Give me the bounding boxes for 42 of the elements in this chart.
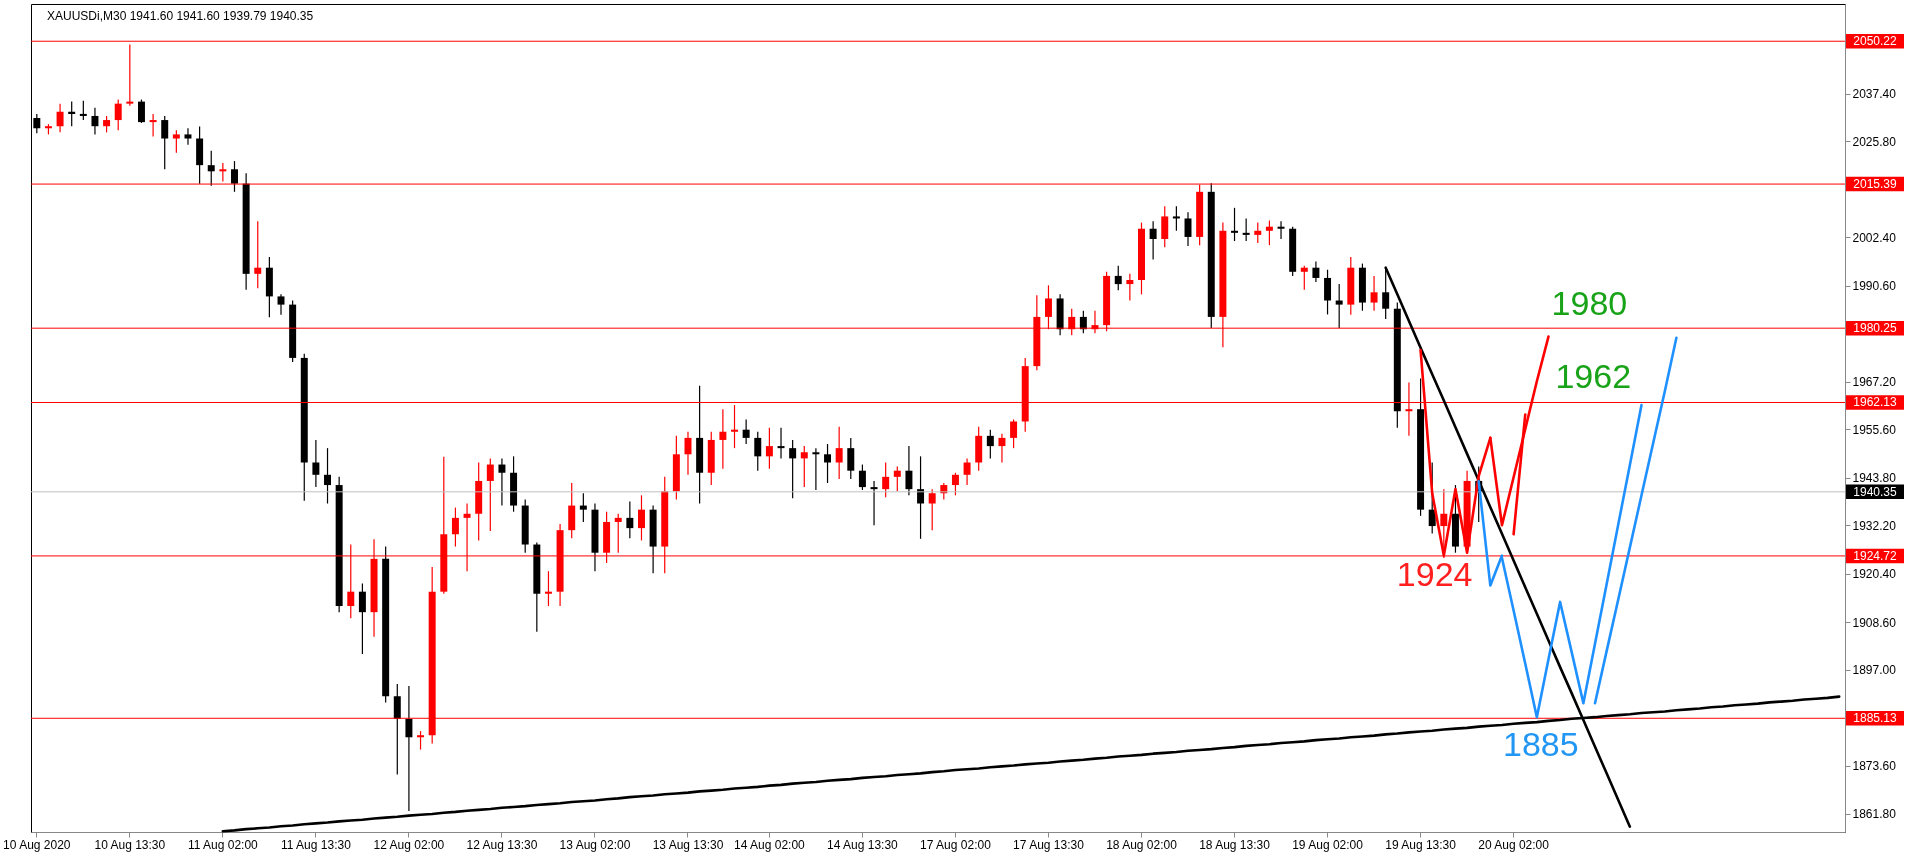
ref-line-label: 1940.35 (1853, 484, 1898, 499)
y-tick-label: 1873.60 (1852, 759, 1897, 774)
y-tick-label: 2025.80 (1852, 134, 1897, 149)
y-tick-label: 1861.80 (1852, 807, 1897, 822)
x-tick-label: 12 Aug 13:30 (466, 837, 538, 852)
x-tick-label: 20 Aug 02:00 (1478, 837, 1550, 852)
x-tick-label: 13 Aug 13:30 (652, 837, 724, 852)
x-tick-label: 11 Aug 02:00 (187, 837, 259, 852)
y-tick-label: 1955.60 (1852, 422, 1897, 437)
x-tick-label: 18 Aug 02:00 (1106, 837, 1178, 852)
y-tick-label: 2037.40 (1852, 87, 1897, 102)
y-tick-label: 1932.20 (1852, 518, 1897, 533)
y-tick-label: 1943.80 (1852, 471, 1897, 486)
y-tick-label: 1908.60 (1852, 615, 1897, 630)
annotation: 1962 (1555, 357, 1632, 396)
x-tick-label: 17 Aug 02:00 (920, 837, 992, 852)
ref-line-label: 1885.13 (1853, 711, 1898, 726)
x-tick-label: 12 Aug 02:00 (373, 837, 445, 852)
y-tick-label: 1967.20 (1852, 375, 1897, 390)
x-tick-label: 18 Aug 13:30 (1199, 837, 1271, 852)
annotation: 1980 (1551, 283, 1628, 322)
y-tick-label: 2002.40 (1852, 230, 1897, 245)
x-tick-label: 10 Aug 13:30 (94, 837, 166, 852)
y-tick-label: 1920.40 (1852, 567, 1897, 582)
ref-line-label: 2050.22 (1853, 34, 1898, 49)
y-tick-label: 1897.00 (1852, 663, 1897, 678)
ref-line-label: 1980.25 (1853, 321, 1898, 336)
annotation: 1885 (1502, 724, 1579, 763)
x-tick-label: 19 Aug 02:00 (1292, 837, 1364, 852)
chart-title: XAUUSDi,M30 1941.60 1941.60 1939.79 1940.35 (47, 9, 314, 23)
x-tick-label: 17 Aug 13:30 (1013, 837, 1085, 852)
ref-line-label: 1924.72 (1853, 548, 1898, 563)
x-tick-label: 19 Aug 13:30 (1385, 837, 1457, 852)
y-tick-label: 1990.60 (1852, 279, 1897, 294)
annotation: 1924 (1396, 554, 1473, 593)
x-tick-label: 14 Aug 13:30 (827, 837, 899, 852)
x-tick-label: 13 Aug 02:00 (559, 837, 631, 852)
x-tick-label: 10 Aug 2020 (3, 837, 71, 852)
x-tick-label: 11 Aug 13:30 (280, 837, 352, 852)
ref-line-label: 1962.13 (1853, 395, 1898, 410)
ref-line-label: 2015.39 (1853, 177, 1898, 192)
x-tick-label: 14 Aug 02:00 (734, 837, 806, 852)
